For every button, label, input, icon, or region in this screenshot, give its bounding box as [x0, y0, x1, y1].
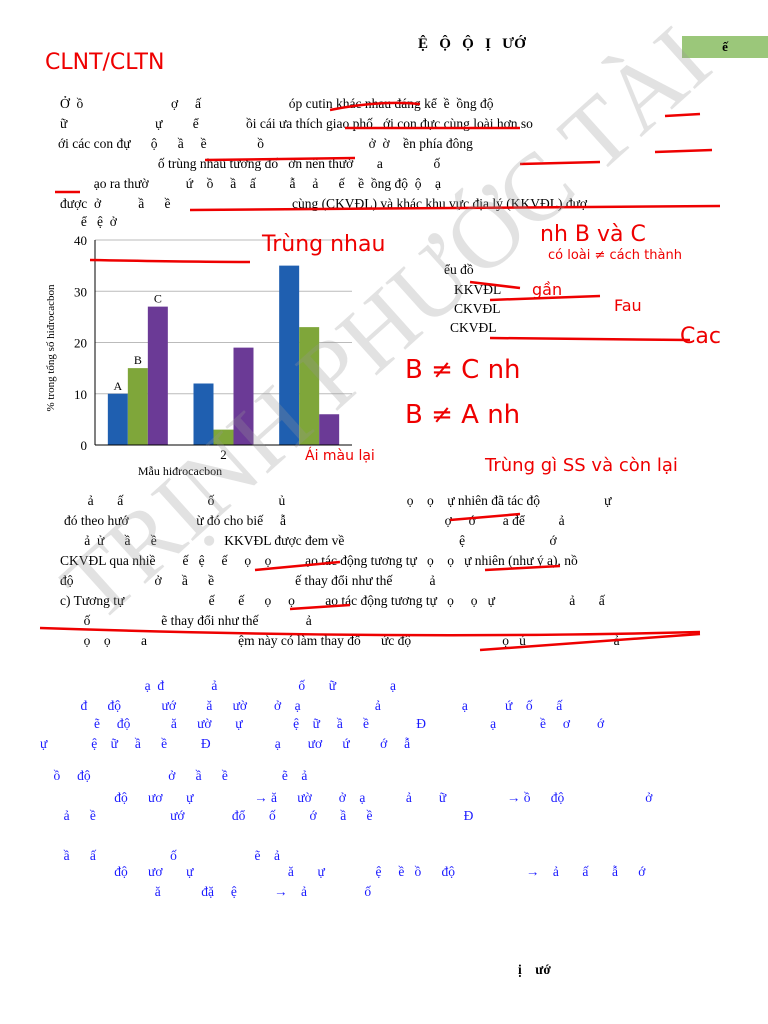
text-line: CKVĐL qua nhiề ế ệ ế ọ ọ ạo tác động tươ… [60, 553, 578, 568]
x-tick-label: 2 [220, 447, 227, 462]
text-line: ố ẽ thay đổi như thế ả [60, 613, 312, 628]
bar [319, 414, 340, 445]
bar [279, 265, 300, 445]
handwritten-note: B ≠ A nh [405, 400, 521, 430]
handwritten-note: Ái màu lại [305, 448, 375, 464]
text-line: Ở ồ ợ ấ óp cutin khác nhau đáng kể ề ồng… [60, 96, 494, 111]
legend-title: ểu đồ [444, 262, 474, 277]
y-tick-label: 20 [74, 336, 87, 351]
handwritten-note: nh B và C [540, 222, 646, 247]
answer-line: ồ độ ở ầ ề ẽ ả [40, 768, 308, 783]
answer-line: ả ề ướ đổ ố ớ ầ ề Đ [40, 808, 474, 823]
handwritten-note: gần [532, 280, 563, 299]
text-line: ả ử ầ ề KKVĐL được đem về ệ ớ [64, 533, 557, 548]
answer-line: ầ ấ ố ẽ ả [40, 848, 280, 863]
handwritten-note: Trùng nhau [262, 232, 386, 257]
bar [299, 327, 320, 445]
footer: ị ướ [518, 962, 551, 977]
answer-line: độ ươ ự → ă ườ ở ạ ả ữ → ồ độ ở [40, 790, 653, 805]
x-axis-label: Mẫu hiđrocacbon [138, 464, 222, 478]
bar [147, 306, 168, 445]
y-tick-label: 0 [81, 438, 88, 453]
bar [107, 393, 128, 445]
handwritten-note: Fau [614, 296, 642, 315]
header-title: Ệ Ộ Ộ Ị ƯỚ [418, 36, 526, 52]
legend-item: KKVĐL [454, 282, 502, 297]
text-line: ọ ọ a ệm này có làm thay đổ ức độ ọ ủ ả [60, 633, 620, 648]
y-tick-label: 40 [74, 233, 87, 248]
answer-line: đ độ ướ ă ườ ở ạ ả ạ ứ ố ấ [40, 698, 563, 713]
legend-item: CKVĐL [450, 320, 497, 335]
text-line: ả ấ ố ủ ọ ọ ự nhiên đã tác độ ự [64, 493, 612, 508]
answer-line: ă đặ ệ → ả ố [40, 884, 372, 899]
y-tick-label: 10 [74, 387, 87, 402]
bar [213, 429, 234, 445]
handwritten-note: CLNT/CLTN [45, 50, 165, 75]
chart: 0 10 20 30 40 % trong tổng số hiđrocacbon AB C 2… [45, 233, 352, 478]
answer-line: độ ươ ự ă ự ệ ề ồ độ → ả ấ ẫ ớ [40, 864, 646, 879]
bar [193, 383, 214, 445]
y-axis-label: % trong tổng số hiđrocacbon [45, 284, 57, 412]
handwritten-note: có loài ≠ cách thành [548, 248, 682, 263]
handwritten-note: Trùng gì SS và còn lại [485, 455, 678, 476]
text-line: ể ệ ở [64, 214, 117, 229]
bar-label: A [113, 379, 122, 393]
answer-line: ạ đ ả ố ữ ạ [40, 678, 397, 693]
bar [127, 368, 148, 445]
text-line: c) Tương tự ế ế ọ ọ ạo tác động tương tự… [60, 593, 605, 608]
text-line: đó theo hướ ừ đó cho biế ẫ ợ ớ a để ả [64, 513, 565, 528]
handwritten-note: B ≠ C nh [405, 355, 521, 385]
answer-line: ẽ độ ă ườ ự ệ ữ ầ ề Đ ạ ề ơ ớ [40, 716, 605, 731]
answer-line: ự ệ ữ ầ ề Đ ạ ươ ứ ớ ẫ [40, 736, 411, 751]
bar [233, 347, 254, 445]
handwritten-note: Cac [680, 324, 721, 349]
legend-item: CKVĐL [454, 301, 501, 316]
bar-label: C [154, 292, 162, 306]
text-line: ạo ra thườ ứ ồ ầ ấ ẫ ả ế ề ồng độ ộ ạ [60, 176, 441, 191]
text-line: ới các con đự ộ ầ ề ồ ở ờ ền phía đông [58, 136, 473, 151]
header-badge: ế [682, 36, 768, 58]
text-line: độ ở ầ ề ế thay đổi như thế ả [60, 573, 436, 588]
y-tick-label: 30 [74, 284, 87, 299]
bar-label: B [134, 353, 142, 367]
